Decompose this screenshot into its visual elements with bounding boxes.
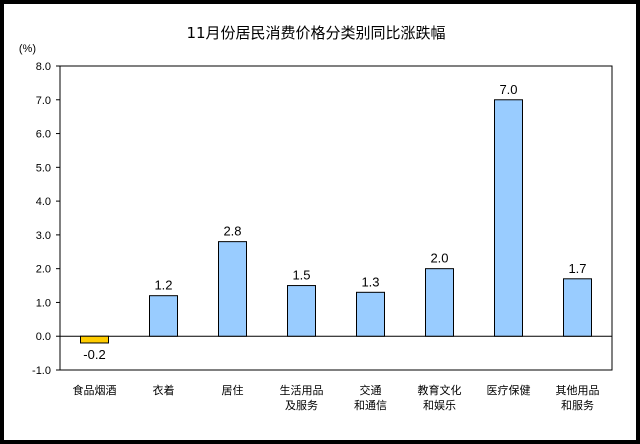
y-tick-label: 2.0 bbox=[36, 264, 51, 276]
data-label: 2.8 bbox=[223, 224, 241, 239]
bar bbox=[218, 241, 247, 337]
bar bbox=[80, 335, 109, 344]
x-category-label: 及服务 bbox=[285, 399, 318, 412]
x-category-label: 生活用品 bbox=[280, 383, 324, 397]
chart-title: 11月份居民消费价格分类别同比涨跌幅 bbox=[186, 24, 445, 42]
y-tick-label: 0.0 bbox=[36, 331, 51, 343]
bar bbox=[287, 285, 316, 337]
bars bbox=[80, 99, 592, 344]
data-label: 1.2 bbox=[154, 278, 172, 293]
data-label: 1.7 bbox=[568, 261, 586, 276]
chart-panel: 11月份居民消费价格分类别同比涨跌幅 (%) 8.0 7.0 6.0 5.0 4.0 3.… bbox=[4, 4, 636, 440]
data-label: 2.0 bbox=[430, 251, 448, 266]
bar bbox=[356, 291, 385, 337]
y-tick-label: 7.0 bbox=[36, 95, 51, 107]
x-category-label: 食品烟酒 bbox=[73, 383, 117, 397]
data-label: 1.5 bbox=[292, 268, 310, 283]
y-tick-label: 3.0 bbox=[36, 230, 51, 242]
data-label: -0.2 bbox=[83, 347, 105, 362]
y-tick-label: 1.0 bbox=[36, 297, 51, 309]
bar bbox=[563, 278, 592, 337]
data-label: 1.3 bbox=[361, 274, 379, 289]
data-label: 7.0 bbox=[499, 82, 517, 97]
x-category-label: 教育文化 bbox=[418, 383, 462, 397]
y-tick-label: 5.0 bbox=[36, 162, 51, 174]
y-tick-label: -1.0 bbox=[32, 365, 51, 377]
x-category-label: 和通信 bbox=[354, 399, 387, 412]
x-category-label: 和娱乐 bbox=[423, 398, 456, 412]
plot-area-frame bbox=[59, 65, 613, 371]
x-category-label: 其他用品 bbox=[556, 384, 600, 397]
y-tick-label: 4.0 bbox=[36, 196, 51, 208]
x-category-label: 医疗保健 bbox=[487, 383, 531, 397]
y-tick-label: 8.0 bbox=[36, 61, 51, 73]
axes: 8.0 7.0 6.0 5.0 4.0 3.0 2.0 1.0 0.0 -1.0 bbox=[32, 61, 613, 377]
x-category-label: 和服务 bbox=[561, 399, 594, 412]
x-category-label: 居住 bbox=[222, 383, 244, 397]
x-category-label: 衣着 bbox=[153, 383, 175, 397]
bar-chart: 11月份居民消费价格分类别同比涨跌幅 (%) 8.0 7.0 6.0 5.0 4.0 3.… bbox=[19, 24, 613, 412]
bar bbox=[149, 295, 178, 337]
y-axis-unit-label: (%) bbox=[19, 43, 36, 55]
y-tick-label: 6.0 bbox=[36, 129, 51, 141]
x-category-label: 交通 bbox=[360, 383, 382, 397]
bar bbox=[425, 268, 454, 337]
bar bbox=[494, 99, 523, 337]
